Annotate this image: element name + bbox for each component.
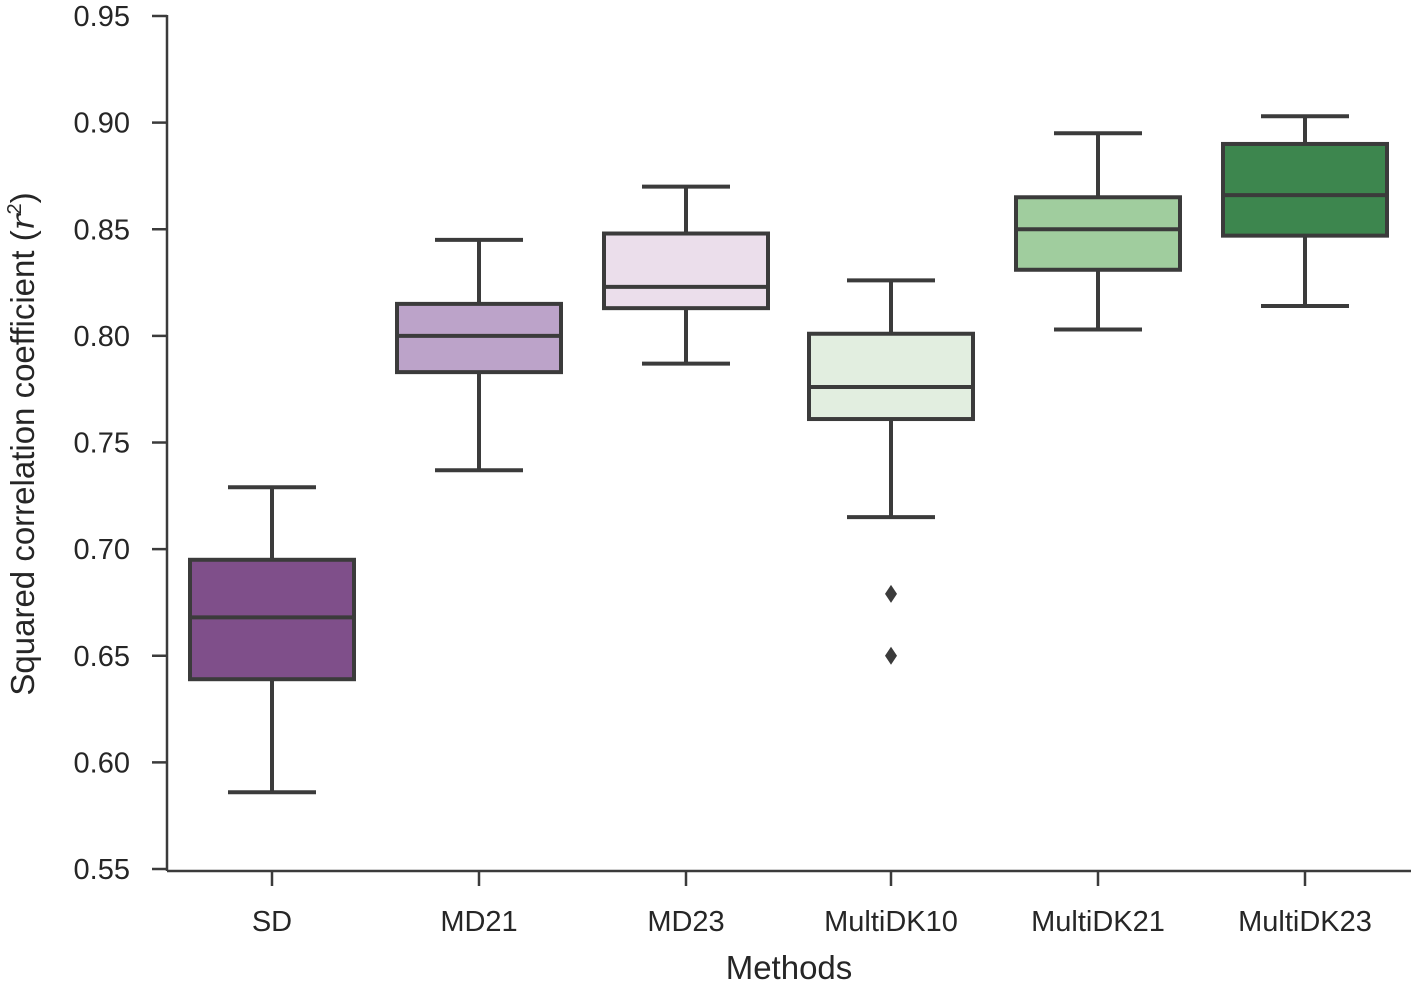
iqr-box: [1014, 195, 1182, 272]
y-tick-label: 0.60: [74, 747, 130, 779]
box-group: [395, 237, 563, 473]
y-tick-label: 0.70: [74, 534, 130, 566]
y-axis-title-text: Squared correlation coefficient (: [4, 230, 41, 695]
iqr-box: [188, 557, 356, 682]
y-tick-label: 0.80: [74, 321, 130, 353]
x-tick-label: SD: [252, 906, 292, 938]
y-axis-title-math: r: [3, 212, 42, 230]
y-axis-title-close: ): [4, 192, 41, 203]
y-tick-label: 0.65: [74, 641, 130, 673]
box-group: [1014, 131, 1182, 332]
box-group: [1221, 114, 1389, 309]
iqr-box: [395, 301, 563, 375]
iqr-box: [602, 231, 770, 311]
boxes: [188, 114, 1389, 795]
x-tick-label: MultiDK10: [824, 906, 958, 938]
x-axis-title: Methods: [726, 949, 853, 981]
y-tick-label: 0.85: [74, 214, 130, 246]
box-group: [602, 184, 770, 366]
y-axis-title-sup: 2: [4, 203, 26, 214]
y-tick-label: 0.90: [74, 108, 130, 140]
x-tick-label: MultiDK23: [1238, 906, 1372, 938]
y-ticks: 0.55 0.60 0.65 0.70 0.75 0.80 0.85 0.90 0.95: [74, 1, 167, 886]
x-tick-label: MD21: [440, 906, 517, 938]
y-tick-label: 0.55: [74, 854, 130, 886]
y-tick-label: 0.75: [74, 428, 130, 460]
x-tick-label: MD23: [647, 906, 724, 938]
x-tick-label: MultiDK21: [1031, 906, 1165, 938]
y-axis-title: Squared correlation coefficient (r2): [3, 192, 42, 695]
x-ticks: SD MD21 MD23 MultiDK10 MultiDK21 MultiDK23: [252, 871, 1372, 938]
iqr-box: [1221, 141, 1389, 238]
box-group: [188, 485, 356, 795]
box-group: [807, 278, 975, 665]
outlier-point: [885, 646, 897, 665]
iqr-box: [807, 331, 975, 422]
outlier-point: [885, 584, 897, 603]
y-tick-label: 0.95: [74, 1, 130, 33]
